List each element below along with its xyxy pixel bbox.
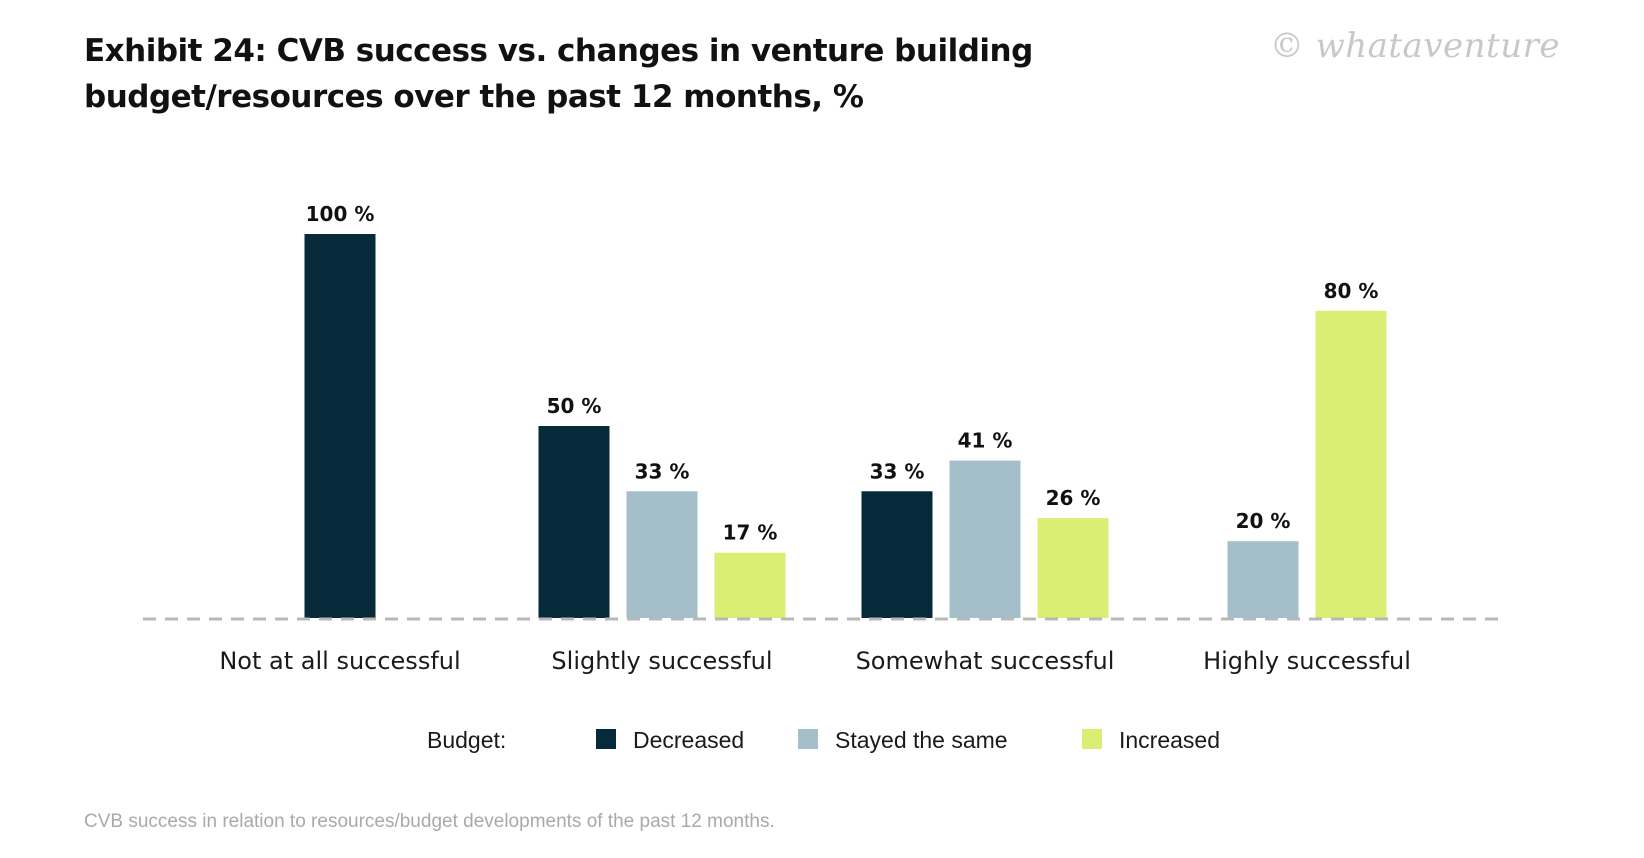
legend-swatch-decreased <box>596 729 616 749</box>
category-label: Slightly successful <box>551 647 772 675</box>
category-label: Somewhat successful <box>856 647 1115 675</box>
bar-decreased-0 <box>304 234 376 618</box>
bar-increased-1 <box>714 552 786 618</box>
data-label: 20 % <box>1236 509 1291 533</box>
chart-title-line-1: Exhibit 24: CVB success vs. changes in v… <box>84 33 1033 69</box>
legend-swatch-stayed-the-same <box>798 729 818 749</box>
bar-stayed-the-same-3 <box>1227 541 1299 618</box>
chart-title-line-2: budget/resources over the past 12 months… <box>84 79 864 115</box>
category-label: Highly successful <box>1203 647 1411 675</box>
legend-label-decreased: Decreased <box>633 727 744 753</box>
legend-label-increased: Increased <box>1119 727 1220 753</box>
data-label: 17 % <box>723 521 778 545</box>
bar-decreased-2 <box>861 491 933 618</box>
data-label: 33 % <box>870 459 925 483</box>
chart-title: Exhibit 24: CVB success vs. changes in v… <box>84 28 1084 120</box>
legend-label-stayed-the-same: Stayed the same <box>835 727 1008 753</box>
data-label: 33 % <box>635 459 690 483</box>
bar-decreased-1 <box>538 426 610 618</box>
bar-stayed-the-same-1 <box>626 491 698 618</box>
data-label: 41 % <box>958 429 1013 453</box>
data-label: 100 % <box>306 202 375 226</box>
watermark: © whataventure <box>1269 26 1560 66</box>
bar-increased-3 <box>1315 310 1387 618</box>
category-label: Not at all successful <box>219 647 460 675</box>
data-label: 80 % <box>1324 279 1379 303</box>
bar-stayed-the-same-2 <box>949 460 1021 618</box>
footnote: CVB success in relation to resources/bud… <box>84 811 775 832</box>
legend-title: Budget: <box>427 727 506 753</box>
data-label: 50 % <box>547 394 602 418</box>
legend-swatch-increased <box>1082 729 1102 749</box>
bar-increased-2 <box>1037 518 1109 618</box>
data-label: 26 % <box>1046 486 1101 510</box>
